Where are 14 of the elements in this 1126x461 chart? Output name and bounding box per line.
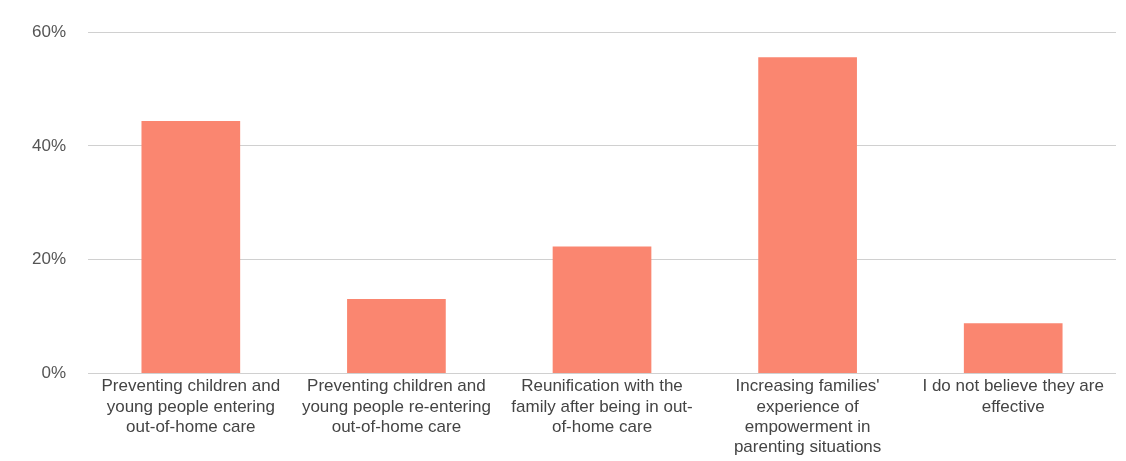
y-tick-label: 20% bbox=[31, 249, 67, 269]
x-tick-label: Preventing children and young people re-entering out-of-home care bbox=[301, 376, 491, 437]
bar bbox=[141, 120, 241, 373]
x-tick-label: Reunification with the family after being in out-of-home care bbox=[511, 376, 693, 437]
x-tick-label: Preventing children and young people entering out-of-home care bbox=[101, 376, 281, 437]
bar bbox=[347, 298, 446, 373]
x-tick-label: Increasing families' experience of empowerment in parenting situations bbox=[733, 376, 882, 457]
bar bbox=[963, 323, 1063, 373]
bar bbox=[758, 57, 857, 373]
y-tick-label: 60% bbox=[31, 21, 67, 41]
y-tick-label: 0% bbox=[41, 363, 67, 383]
x-tick-label: I do not believe they are effective bbox=[922, 376, 1104, 416]
y-tick-label: 40% bbox=[31, 135, 67, 155]
bar bbox=[552, 246, 652, 373]
